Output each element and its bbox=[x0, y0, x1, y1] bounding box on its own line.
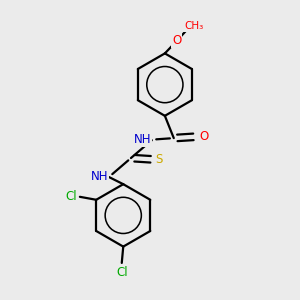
Text: O: O bbox=[199, 130, 208, 143]
Text: NH: NH bbox=[91, 170, 108, 183]
Text: NH: NH bbox=[134, 133, 151, 146]
Text: CH₃: CH₃ bbox=[184, 21, 203, 31]
Text: Cl: Cl bbox=[65, 190, 77, 203]
Text: O: O bbox=[172, 34, 182, 47]
Text: Cl: Cl bbox=[116, 266, 128, 279]
Text: S: S bbox=[156, 153, 163, 166]
